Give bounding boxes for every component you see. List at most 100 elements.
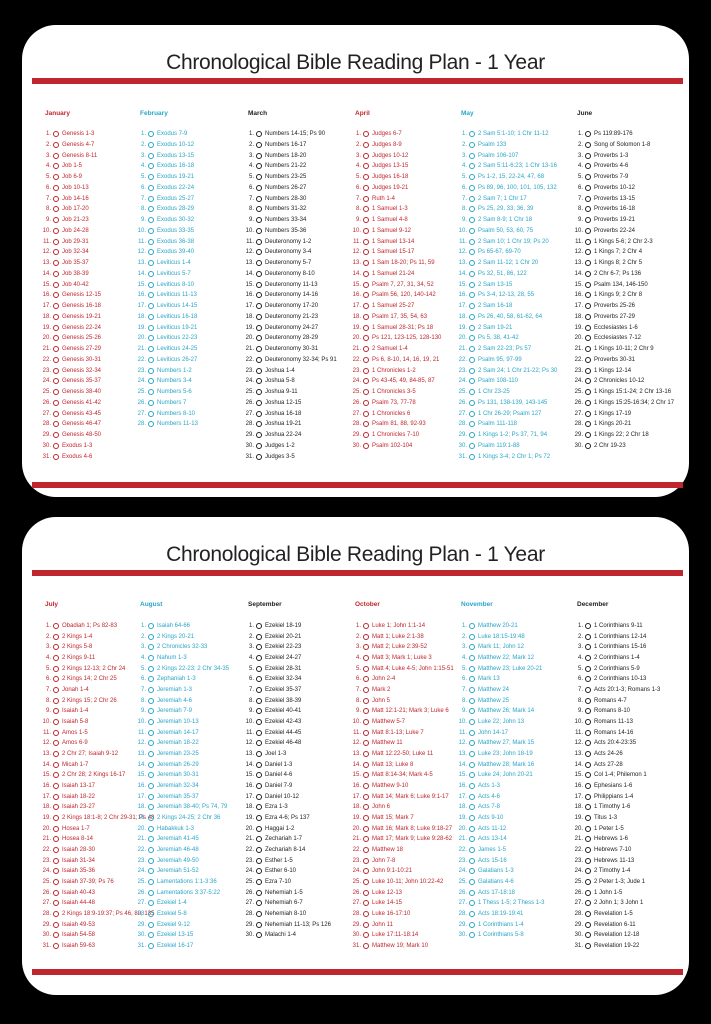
checkbox[interactable] [469, 687, 475, 694]
checkbox[interactable] [256, 847, 262, 854]
checkbox[interactable] [148, 868, 154, 875]
checkbox[interactable] [148, 815, 154, 822]
checkbox[interactable] [53, 442, 59, 449]
checkbox[interactable] [585, 399, 591, 406]
checkbox[interactable] [363, 249, 369, 256]
checkbox[interactable] [469, 729, 475, 736]
checkbox[interactable] [148, 163, 154, 170]
checkbox[interactable] [53, 217, 59, 223]
checkbox[interactable] [53, 335, 59, 342]
checkbox[interactable] [53, 676, 59, 683]
checkbox[interactable] [148, 687, 154, 694]
checkbox[interactable] [469, 453, 475, 460]
checkbox[interactable] [585, 676, 591, 683]
checkbox[interactable] [256, 633, 262, 640]
checkbox[interactable] [256, 644, 262, 651]
checkbox[interactable] [363, 751, 369, 758]
checkbox[interactable] [469, 206, 475, 213]
checkbox[interactable] [363, 889, 369, 896]
checkbox[interactable] [469, 921, 475, 928]
checkbox[interactable] [363, 804, 369, 811]
checkbox[interactable] [53, 303, 59, 309]
checkbox[interactable] [585, 889, 591, 896]
checkbox[interactable] [53, 857, 59, 864]
checkbox[interactable] [256, 324, 262, 331]
checkbox[interactable] [148, 719, 154, 726]
checkbox[interactable] [363, 174, 369, 180]
checkbox[interactable] [469, 633, 475, 640]
checkbox[interactable] [53, 410, 59, 417]
checkbox[interactable] [469, 740, 475, 747]
checkbox[interactable] [256, 623, 262, 629]
checkbox[interactable] [585, 432, 591, 438]
checkbox[interactable] [256, 889, 262, 896]
checkbox[interactable] [469, 378, 475, 385]
checkbox[interactable] [53, 260, 59, 266]
checkbox[interactable] [256, 442, 262, 449]
checkbox[interactable] [148, 857, 154, 864]
checkbox[interactable] [148, 836, 154, 843]
checkbox[interactable] [53, 249, 59, 256]
checkbox[interactable] [585, 238, 591, 245]
checkbox[interactable] [585, 761, 591, 768]
checkbox[interactable] [363, 432, 369, 438]
checkbox[interactable] [53, 761, 59, 768]
checkbox[interactable] [148, 303, 154, 309]
checkbox[interactable] [469, 900, 475, 907]
checkbox[interactable] [148, 900, 154, 907]
checkbox[interactable] [53, 421, 59, 428]
checkbox[interactable] [363, 260, 369, 266]
checkbox[interactable] [585, 303, 591, 309]
checkbox[interactable] [585, 313, 591, 320]
checkbox[interactable] [363, 206, 369, 213]
checkbox[interactable] [363, 676, 369, 683]
checkbox[interactable] [53, 281, 59, 288]
checkbox[interactable] [363, 389, 369, 395]
checkbox[interactable] [585, 281, 591, 288]
checkbox[interactable] [53, 729, 59, 736]
checkbox[interactable] [53, 911, 59, 918]
checkbox[interactable] [148, 932, 154, 939]
checkbox[interactable] [148, 281, 154, 288]
checkbox[interactable] [53, 174, 59, 180]
checkbox[interactable] [469, 815, 475, 822]
checkbox[interactable] [363, 783, 369, 790]
checkbox[interactable] [256, 303, 262, 309]
checkbox[interactable] [256, 163, 262, 170]
checkbox[interactable] [148, 708, 154, 715]
checkbox[interactable] [363, 847, 369, 854]
checkbox[interactable] [469, 879, 475, 886]
checkbox[interactable] [469, 889, 475, 896]
checkbox[interactable] [53, 432, 59, 438]
checkbox[interactable] [148, 346, 154, 352]
checkbox[interactable] [363, 687, 369, 694]
checkbox[interactable] [256, 217, 262, 223]
checkbox[interactable] [363, 836, 369, 843]
checkbox[interactable] [148, 195, 154, 202]
checkbox[interactable] [148, 238, 154, 245]
checkbox[interactable] [585, 847, 591, 854]
checkbox[interactable] [363, 335, 369, 342]
checkbox[interactable] [585, 346, 591, 352]
checkbox[interactable] [469, 324, 475, 331]
checkbox[interactable] [585, 729, 591, 736]
checkbox[interactable] [469, 442, 475, 449]
checkbox[interactable] [363, 644, 369, 651]
checkbox[interactable] [585, 921, 591, 928]
checkbox[interactable] [256, 729, 262, 736]
checkbox[interactable] [363, 356, 369, 363]
checkbox[interactable] [256, 378, 262, 385]
checkbox[interactable] [256, 206, 262, 213]
checkbox[interactable] [585, 367, 591, 374]
checkbox[interactable] [585, 815, 591, 822]
checkbox[interactable] [148, 633, 154, 640]
checkbox[interactable] [469, 238, 475, 245]
checkbox[interactable] [469, 825, 475, 832]
checkbox[interactable] [256, 879, 262, 886]
checkbox[interactable] [469, 793, 475, 800]
checkbox[interactable] [53, 644, 59, 651]
checkbox[interactable] [256, 152, 262, 159]
checkbox[interactable] [469, 665, 475, 672]
checkbox[interactable] [469, 356, 475, 363]
checkbox[interactable] [53, 665, 59, 672]
